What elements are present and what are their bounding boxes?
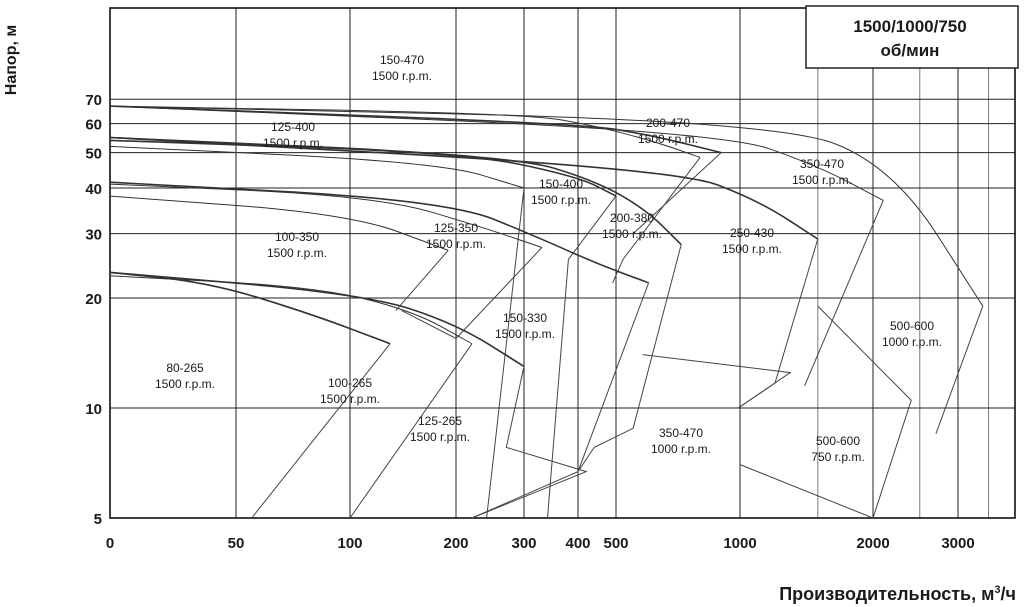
series-label-200-380-1500: 200-380	[610, 211, 654, 225]
x-axis-label-sup: 3	[994, 584, 1000, 596]
head-curves	[109, 105, 984, 368]
x-axis-label: Производительность, м3/ч	[779, 584, 1016, 604]
head-curve-150-330-1500	[109, 181, 650, 284]
series-labels: 80-265 1500 r.p.m. 100-265 1500 r.p.m. 125-2…	[155, 53, 942, 464]
field-outline-500-600-1000	[935, 305, 984, 434]
x-axis-label-main: Производительность, м	[779, 584, 994, 604]
series-label-125-350-1500: 125-350	[434, 221, 478, 235]
head-curve-100-350-1500	[109, 195, 449, 251]
y-tick-10: 10	[85, 401, 102, 418]
series-label-150-330-1500: 150-330	[503, 311, 547, 325]
title-box	[805, 5, 1019, 69]
series-label-500-600-1000: 500-600	[890, 319, 934, 333]
field-outline-150-470-1500	[612, 157, 701, 284]
series-label-125-400-1500: 125-400	[271, 120, 315, 134]
head-curve-250-430-1500	[109, 136, 819, 240]
head-curve-200-380-1500	[109, 136, 682, 246]
series-speed-150-400-1500: 1500 r.p.m.	[531, 193, 591, 207]
y-tick-70: 70	[85, 92, 102, 109]
x-tick-300: 300	[511, 535, 536, 552]
series-speed-200-380-1500: 1500 r.p.m.	[602, 227, 662, 241]
series-label-100-265-1500: 100-265	[328, 376, 372, 390]
axis-ticks: 5 10 20 30 40 50 60 70 0 50 100 200 300 400 500 1000 200…	[85, 92, 974, 552]
series-label-250-430-1500: 250-430	[730, 226, 774, 240]
x-tick-50: 50	[228, 535, 245, 552]
series-speed-125-265-1500: 1500 r.p.m.	[410, 430, 470, 444]
head-curve-350-470-1500	[109, 105, 884, 201]
pump-field-outlines	[251, 152, 984, 519]
field-outline-100-350-1500	[395, 250, 449, 311]
series-label-350-470-1500: 350-470	[800, 157, 844, 171]
grid	[109, 7, 1016, 519]
series-speed-125-350-1500: 1500 r.p.m.	[426, 237, 486, 251]
series-speed-500-600-1000: 1000 r.p.m.	[882, 335, 942, 349]
x-tick-3000: 3000	[941, 535, 974, 552]
field-outline-125-400-1500	[486, 187, 525, 519]
field-outline-350-470-1500	[804, 200, 884, 386]
field-outline-80-265-1500	[251, 343, 391, 519]
x-axis-label-tail: /ч	[1001, 584, 1016, 604]
series-speed-100-350-1500: 1500 r.p.m.	[267, 246, 327, 260]
series-label-350-470-1000: 350-470	[659, 426, 703, 440]
series-speed-350-470-1000: 1000 r.p.m.	[651, 442, 711, 456]
head-curve-125-350-1500	[109, 183, 543, 248]
field-outline-150-330-1500	[471, 282, 650, 519]
field-outline-350-470-1000	[642, 354, 792, 409]
field-outline-200-380-1500	[577, 244, 682, 472]
head-curve-150-470-1500	[109, 105, 701, 158]
series-speed-350-470-1500: 1500 r.p.m.	[792, 173, 852, 187]
title-line-1: 1500/1000/750	[853, 17, 966, 36]
series-speed-500-600-750: 750 r.p.m.	[811, 450, 864, 464]
series-speed-80-265-1500: 1500 r.p.m.	[155, 377, 215, 391]
series-label-500-600-750: 500-600	[816, 434, 860, 448]
series-label-150-470-1500: 150-470	[380, 53, 424, 67]
series-label-150-400-1500: 150-400	[539, 177, 583, 191]
x-tick-100: 100	[337, 535, 362, 552]
field-outline-500-600-750	[739, 305, 912, 519]
x-tick-200: 200	[443, 535, 468, 552]
series-speed-125-400-1500: 1500 r.p.m.	[263, 136, 323, 150]
series-speed-250-430-1500: 1500 r.p.m.	[722, 242, 782, 256]
series-label-100-350-1500: 100-350	[275, 230, 319, 244]
x-tick-400: 400	[565, 535, 590, 552]
title-line-2: об/мин	[881, 41, 940, 60]
y-tick-50: 50	[85, 146, 102, 163]
head-curve-125-400-1500	[109, 145, 525, 189]
series-speed-200-470-1500: 1500 r.p.m.	[638, 132, 698, 146]
series-label-80-265-1500: 80-265	[166, 361, 204, 375]
field-outline-200-470-1500	[632, 152, 722, 235]
y-tick-5: 5	[94, 511, 102, 528]
x-tick-500: 500	[603, 535, 628, 552]
series-label-125-265-1500: 125-265	[418, 414, 462, 428]
series-label-200-470-1500: 200-470	[646, 116, 690, 130]
field-outline-100-265-1500	[349, 343, 473, 519]
y-tick-30: 30	[85, 227, 102, 244]
head-curve-125-265-1500	[109, 271, 525, 368]
y-tick-20: 20	[85, 291, 102, 308]
y-tick-60: 60	[85, 117, 102, 134]
field-outline-125-350-1500	[401, 247, 543, 340]
y-axis-label: Напор, м	[3, 25, 20, 95]
x-tick-0: 0	[106, 535, 114, 552]
head-curve-500-600-1000	[109, 105, 984, 307]
series-speed-150-330-1500: 1500 r.p.m.	[495, 327, 555, 341]
x-tick-2000: 2000	[856, 535, 889, 552]
series-speed-150-470-1500: 1500 r.p.m.	[372, 69, 432, 83]
field-outline-125-265-1500	[471, 366, 588, 519]
plot-frame	[109, 7, 1016, 519]
x-tick-1000: 1000	[723, 535, 756, 552]
field-outline-150-400-1500	[547, 195, 617, 519]
series-speed-100-265-1500: 1500 r.p.m.	[320, 392, 380, 406]
y-tick-40: 40	[85, 181, 102, 198]
